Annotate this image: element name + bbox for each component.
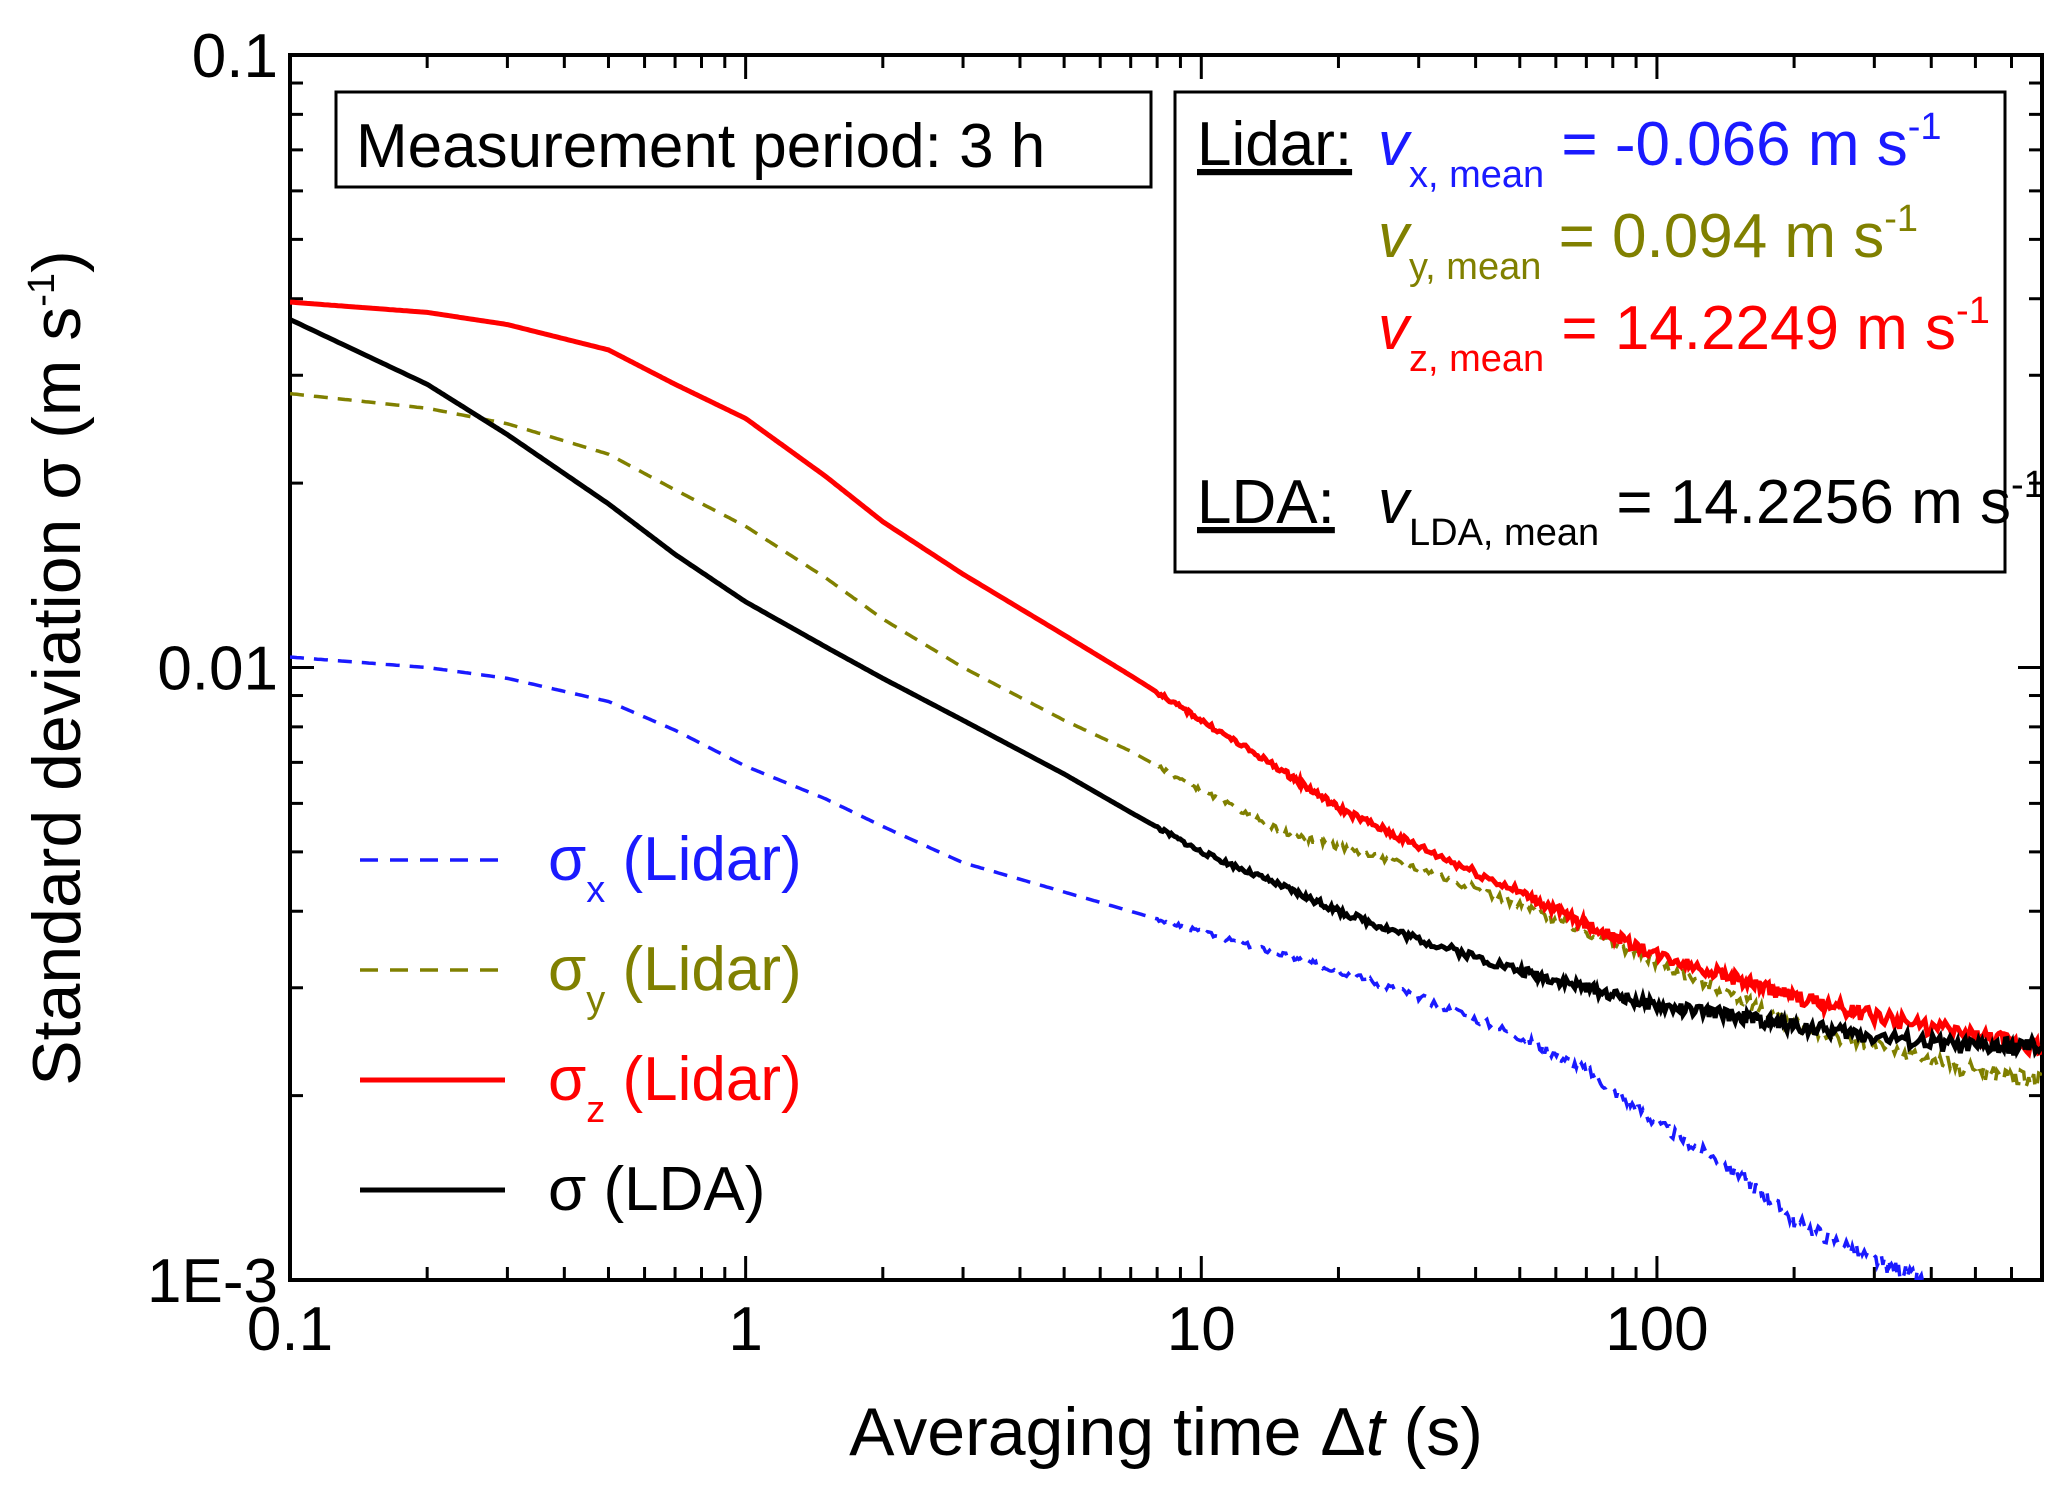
mean-velocity-box: Lidar: LDA: vx, mean = -0.066 m s-1 vy, … (1173, 90, 2045, 574)
x-tick-label: 1 (728, 1295, 762, 1364)
legend-label-sz: σz (Lidar) (548, 1045, 802, 1131)
y-tick-label: 1E-3 (147, 1247, 278, 1316)
legend-label-sl: σ (LDA) (548, 1155, 765, 1224)
x-tick-label: 100 (1605, 1295, 1708, 1364)
x-tick-label: 10 (1167, 1295, 1236, 1364)
measurement-period-box: Measurement period: 3 h (334, 90, 1153, 189)
y-tick-label: 0.01 (157, 635, 278, 704)
axis-ticks (288, 53, 2044, 1282)
vy-mean-row: vy, mean = 0.094 m s-1 (1378, 198, 1918, 288)
x-axis-title: Averaging time Δt (s) (849, 1394, 1483, 1470)
measurement-period-text: Measurement period: 3 h (356, 112, 1045, 181)
vx-mean-row: vx, mean = -0.066 m s-1 (1378, 106, 1942, 196)
legend: σx (Lidar) σy (Lidar) σz (Lidar) σ (LDA) (360, 825, 802, 1224)
y-tick-label: 0.1 (192, 22, 278, 91)
series-line-sz (290, 299, 2042, 1059)
series-layer (290, 299, 2042, 1280)
x-tick-label: 0.1 (247, 1295, 333, 1364)
vlda-mean-row: vLDA, mean = 14.2256 m s-1 (1378, 464, 2045, 554)
vz-mean-row: vz, mean = 14.2249 m s-1 (1378, 290, 1990, 380)
legend-label-sx: σx (Lidar) (548, 825, 802, 911)
series-line-sl (290, 317, 2042, 1060)
series-line-sx (290, 655, 1931, 1280)
y-axis-title: Standard deviation σ (m s-1) (19, 250, 95, 1085)
legend-label-sy: σy (Lidar) (548, 935, 802, 1021)
axis-tick-labels: 0.1 1 10 100 1E-3 0.01 0.1 (147, 22, 1709, 1364)
lidar-label: Lidar: (1197, 110, 1352, 179)
lda-label: LDA: (1197, 468, 1335, 537)
